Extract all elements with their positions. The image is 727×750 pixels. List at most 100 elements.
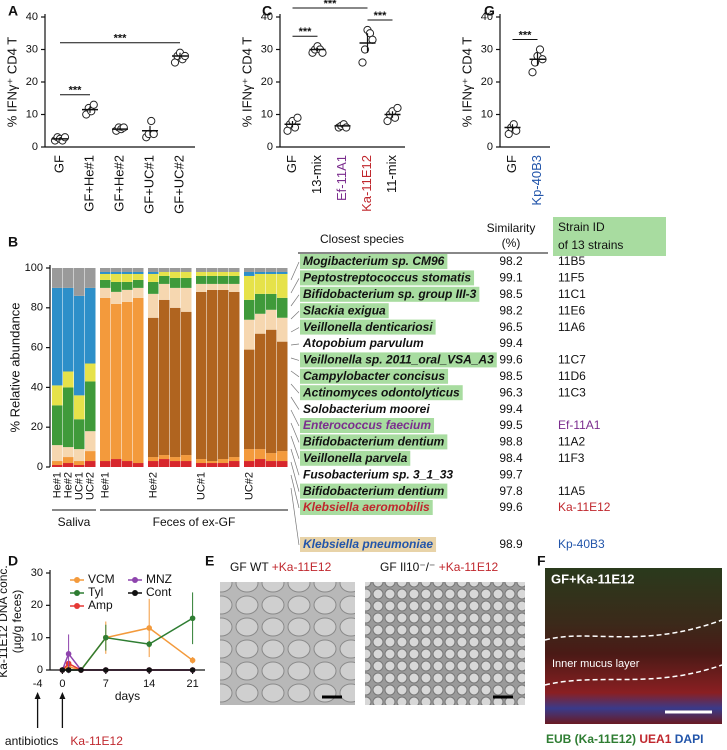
row-highlight xyxy=(300,286,480,302)
bar-segment xyxy=(159,459,170,467)
arrow-head xyxy=(34,692,41,699)
species-name: Veillonella sp. 2011_oral_VSA_A3 xyxy=(303,353,494,367)
row-highlight xyxy=(300,537,437,552)
bar-segment xyxy=(85,381,96,432)
bar-segment xyxy=(277,271,288,274)
image-annotation: Inner mucus layer xyxy=(552,658,640,670)
bar-segment xyxy=(266,453,277,462)
bar-segment xyxy=(52,445,63,462)
bar-segment xyxy=(218,463,229,467)
bar-segment xyxy=(111,273,122,282)
bar-segment xyxy=(111,291,122,304)
panel-letter: G xyxy=(484,3,495,19)
bar-segment xyxy=(122,273,133,282)
y-tick-label: 10 xyxy=(31,632,43,644)
header-highlight xyxy=(553,217,666,256)
x-tick-label: 13-mix xyxy=(309,155,324,195)
x-tick-label: UC#1 xyxy=(195,472,207,500)
data-point xyxy=(528,68,537,77)
row-highlight xyxy=(300,483,448,499)
bar-segment xyxy=(255,293,266,314)
row-highlight xyxy=(300,303,389,319)
bar-segment xyxy=(74,395,85,420)
bar-segment xyxy=(148,317,159,458)
x-tick-label: GF xyxy=(51,155,66,173)
bar-segment xyxy=(133,268,144,272)
bar-segment xyxy=(170,461,181,467)
bar-segment xyxy=(148,461,159,467)
connector xyxy=(290,461,300,492)
bar-segment xyxy=(122,271,133,274)
annotation: antibiotics xyxy=(5,734,58,748)
similarity: 98.8 xyxy=(499,435,523,449)
bar-segment xyxy=(181,287,192,312)
y-tick-label: 0 xyxy=(37,461,43,473)
data-point xyxy=(393,103,402,113)
bar-segment xyxy=(74,461,85,466)
y-tick-label: 60 xyxy=(31,342,43,354)
bar-segment xyxy=(74,295,85,396)
strain-id: 11A5 xyxy=(558,484,585,498)
bar-segment xyxy=(277,461,288,467)
bar-segment xyxy=(100,271,111,274)
connector xyxy=(290,487,300,546)
legend-label: VCM xyxy=(88,572,115,586)
bar-segment xyxy=(207,268,218,272)
bar-segment xyxy=(122,289,133,302)
similarity: 99.7 xyxy=(499,467,523,481)
bar-segment xyxy=(218,283,229,290)
data-point xyxy=(146,625,152,631)
connector xyxy=(290,370,300,378)
bar-segment xyxy=(100,273,111,280)
connector xyxy=(290,435,300,459)
column-header: of 13 strains xyxy=(558,238,623,252)
bar-segment xyxy=(255,268,266,272)
bar-segment xyxy=(85,461,96,467)
connector xyxy=(290,396,300,410)
x-tick-label: GF xyxy=(284,155,299,173)
connector xyxy=(290,261,300,281)
x-tick-label: 14 xyxy=(143,678,155,690)
bar-segment xyxy=(111,271,122,274)
bar-segment xyxy=(207,283,218,290)
mucus-boundary xyxy=(544,664,723,686)
bar-segment xyxy=(159,275,170,284)
bar-segment xyxy=(133,297,144,464)
data-point xyxy=(146,641,152,647)
similarity: 99.6 xyxy=(499,353,523,367)
similarity: 98.2 xyxy=(499,254,523,268)
species-name: Bifidobacterium dentium xyxy=(303,484,445,498)
bar-segment xyxy=(196,291,207,460)
bar-segment xyxy=(63,371,74,388)
bar-segment xyxy=(196,275,207,284)
bar-segment xyxy=(52,465,63,467)
connector xyxy=(290,310,300,320)
series-line xyxy=(62,617,193,671)
data-point xyxy=(189,657,196,664)
x-tick-label: He#2 xyxy=(62,472,74,498)
x-tick-label: He#2 xyxy=(147,472,159,498)
y-tick-label: 30 xyxy=(26,43,38,55)
significance-label: *** xyxy=(324,0,338,10)
strain-id: Ef-11A1 xyxy=(558,418,601,432)
x-tick-label: UC#2 xyxy=(84,472,96,500)
bar-segment xyxy=(148,268,159,272)
significance-label: *** xyxy=(69,85,83,97)
bar-segment xyxy=(170,307,181,458)
y-tick-label: 20 xyxy=(31,599,43,611)
legend-marker xyxy=(74,590,80,596)
data-point xyxy=(65,651,72,657)
image-treatment: +Ka-11E12 xyxy=(439,560,499,574)
bar-segment xyxy=(111,268,122,272)
bar-segment xyxy=(100,279,111,288)
y-axis-label: Ka-11E12 DNA conc. xyxy=(0,565,10,678)
species-name: Campylobacter concisus xyxy=(303,369,445,383)
data-point xyxy=(342,123,351,132)
bar-segment xyxy=(170,268,181,272)
y-tick-label: 10 xyxy=(481,108,493,120)
bar-segment xyxy=(244,349,255,450)
bar-segment xyxy=(207,463,218,467)
bar-segment xyxy=(229,457,240,462)
bar-segment xyxy=(133,287,144,298)
bar-segment xyxy=(181,268,192,272)
